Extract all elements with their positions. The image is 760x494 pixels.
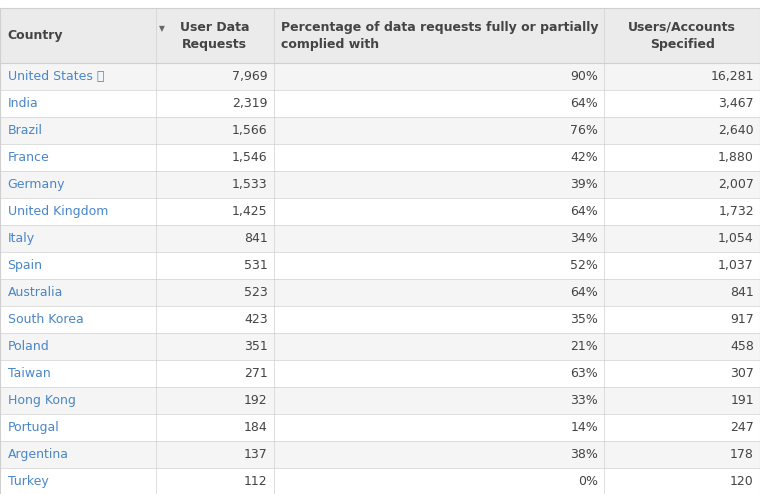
Text: ▼: ▼	[159, 24, 165, 34]
Text: 531: 531	[244, 259, 268, 272]
Text: Users/Accounts
Specified: Users/Accounts Specified	[629, 20, 736, 50]
Text: 39%: 39%	[570, 178, 598, 191]
Text: 42%: 42%	[570, 151, 598, 164]
Text: Country: Country	[8, 29, 63, 42]
Bar	[0, 171, 760, 198]
Text: 64%: 64%	[570, 205, 598, 218]
Text: 917: 917	[730, 313, 754, 326]
Text: 1,425: 1,425	[232, 205, 268, 218]
Bar	[0, 8, 760, 63]
Text: Brazil: Brazil	[8, 124, 43, 137]
Text: 112: 112	[244, 475, 268, 488]
Text: 841: 841	[244, 232, 268, 245]
Text: 3,467: 3,467	[718, 97, 754, 110]
Text: 137: 137	[244, 448, 268, 461]
Text: 307: 307	[730, 367, 754, 380]
Text: 16,281: 16,281	[711, 70, 754, 83]
Bar	[0, 468, 760, 494]
Text: 1,054: 1,054	[718, 232, 754, 245]
Text: India: India	[8, 97, 38, 110]
Text: 192: 192	[244, 394, 268, 407]
Text: Australia: Australia	[8, 286, 63, 299]
Text: Spain: Spain	[8, 259, 43, 272]
Text: 76%: 76%	[570, 124, 598, 137]
Text: 2,007: 2,007	[718, 178, 754, 191]
Text: 2,319: 2,319	[232, 97, 268, 110]
Text: 120: 120	[730, 475, 754, 488]
Bar	[0, 252, 760, 279]
Text: 52%: 52%	[570, 259, 598, 272]
Text: User Data
Requests: User Data Requests	[180, 20, 249, 50]
Text: Turkey: Turkey	[8, 475, 49, 488]
Text: 523: 523	[244, 286, 268, 299]
Text: 184: 184	[244, 421, 268, 434]
Text: 841: 841	[730, 286, 754, 299]
Text: 21%: 21%	[570, 340, 598, 353]
Text: Taiwan: Taiwan	[8, 367, 50, 380]
Text: 33%: 33%	[570, 394, 598, 407]
Text: 247: 247	[730, 421, 754, 434]
Text: 351: 351	[244, 340, 268, 353]
Text: 14%: 14%	[570, 421, 598, 434]
Text: 1,732: 1,732	[718, 205, 754, 218]
Text: 1,566: 1,566	[232, 124, 268, 137]
Text: 7,969: 7,969	[232, 70, 268, 83]
Text: Poland: Poland	[8, 340, 49, 353]
Text: United Kingdom: United Kingdom	[8, 205, 108, 218]
Text: France: France	[8, 151, 49, 164]
Text: 1,533: 1,533	[232, 178, 268, 191]
Text: 458: 458	[730, 340, 754, 353]
Text: 35%: 35%	[570, 313, 598, 326]
Text: Hong Kong: Hong Kong	[8, 394, 75, 407]
Text: 90%: 90%	[570, 70, 598, 83]
Bar	[0, 387, 760, 414]
Text: 178: 178	[730, 448, 754, 461]
Text: 34%: 34%	[570, 232, 598, 245]
Bar	[0, 333, 760, 360]
Text: 1,037: 1,037	[718, 259, 754, 272]
Text: Germany: Germany	[8, 178, 65, 191]
Bar	[0, 117, 760, 144]
Text: Argentina: Argentina	[8, 448, 68, 461]
Text: 191: 191	[730, 394, 754, 407]
Text: South Korea: South Korea	[8, 313, 84, 326]
Text: 1,880: 1,880	[718, 151, 754, 164]
Bar	[0, 63, 760, 90]
Text: 63%: 63%	[570, 367, 598, 380]
Text: 1,546: 1,546	[232, 151, 268, 164]
Text: 64%: 64%	[570, 97, 598, 110]
Bar	[0, 360, 760, 387]
Bar	[0, 90, 760, 117]
Text: 38%: 38%	[570, 448, 598, 461]
Bar	[0, 279, 760, 306]
Text: 2,640: 2,640	[718, 124, 754, 137]
Text: 423: 423	[244, 313, 268, 326]
Text: Portugal: Portugal	[8, 421, 59, 434]
Text: Percentage of data requests fully or partially
complied with: Percentage of data requests fully or par…	[281, 20, 599, 50]
Text: Italy: Italy	[8, 232, 35, 245]
Text: 0%: 0%	[578, 475, 598, 488]
Bar	[0, 225, 760, 252]
Bar	[0, 414, 760, 441]
Text: United States ⓘ: United States ⓘ	[8, 70, 104, 83]
Bar	[0, 198, 760, 225]
Text: 64%: 64%	[570, 286, 598, 299]
Bar	[0, 144, 760, 171]
Text: 271: 271	[244, 367, 268, 380]
Bar	[0, 306, 760, 333]
Bar	[0, 441, 760, 468]
